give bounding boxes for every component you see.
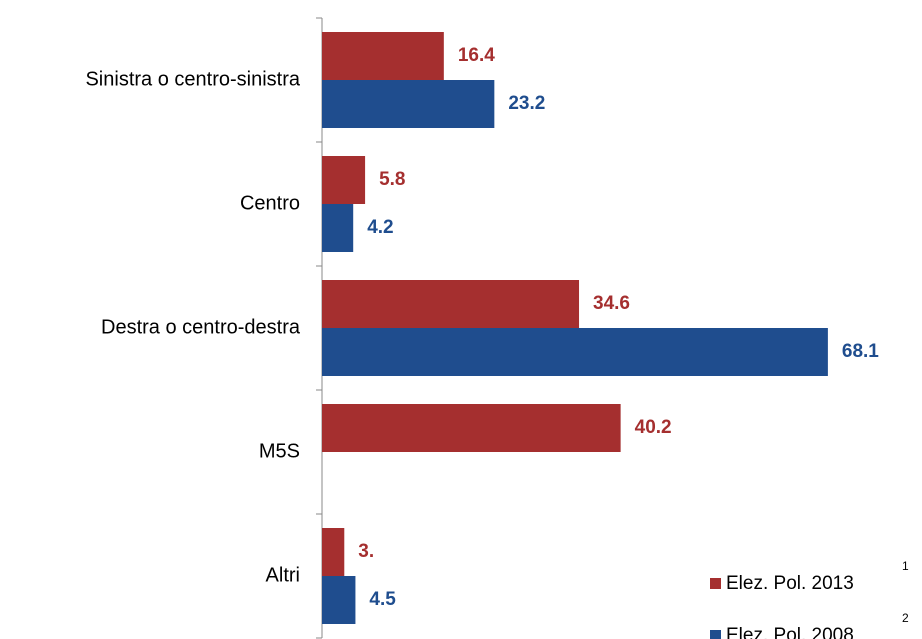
- bar: [322, 404, 621, 452]
- legend-label: Elez. Pol. 2013: [726, 573, 854, 594]
- category-label: M5S: [259, 440, 300, 462]
- legend-swatch: [710, 630, 721, 639]
- category-label: Destra o centro-destra: [101, 316, 301, 338]
- bar: [322, 576, 356, 624]
- legend-swatch: [710, 578, 721, 589]
- bar: [322, 32, 444, 80]
- category-label: Sinistra o centro-sinistra: [85, 68, 300, 90]
- data-label: 3.: [358, 541, 374, 562]
- legend-label: Elez. Pol. 2008: [726, 625, 854, 639]
- bar: [322, 328, 828, 376]
- data-label: 40.2: [635, 417, 672, 438]
- data-label: 4.5: [369, 589, 396, 610]
- bar: [322, 280, 580, 328]
- data-label: 16.4: [458, 45, 495, 66]
- legend-note: 2: [902, 611, 909, 625]
- data-label: 23.2: [508, 93, 545, 114]
- bar: [322, 204, 354, 252]
- category-label: Centro: [240, 192, 300, 214]
- bar: [322, 528, 345, 576]
- data-label: 34.6: [593, 293, 630, 314]
- category-label: Altri: [266, 564, 300, 586]
- data-label: 68.1: [842, 341, 879, 362]
- legend-note: 1: [902, 559, 909, 573]
- data-label: 5.8: [379, 169, 405, 190]
- bar: [322, 156, 366, 204]
- bar: [322, 80, 495, 128]
- data-label: 4.2: [367, 217, 393, 238]
